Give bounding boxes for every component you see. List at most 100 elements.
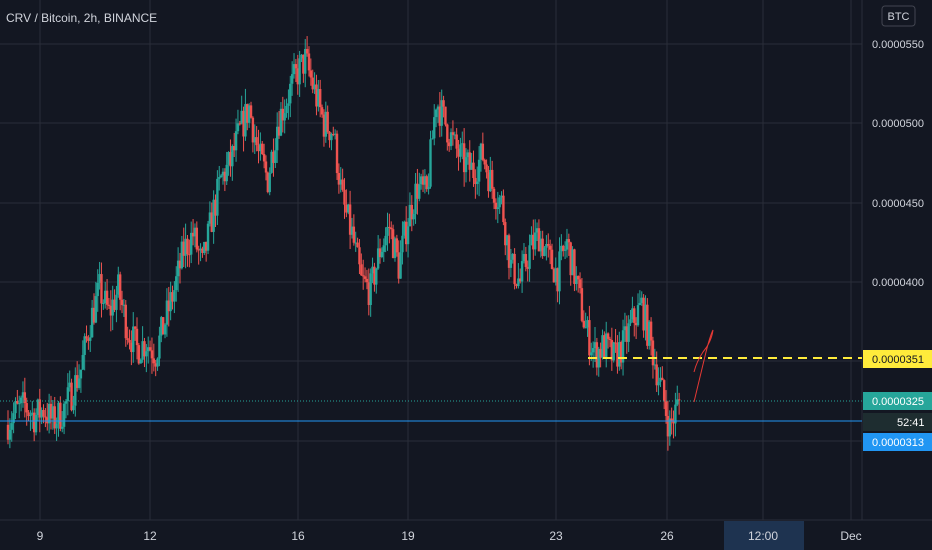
candle-body (543, 247, 546, 256)
candle-body (74, 375, 77, 406)
candle-body (206, 223, 210, 251)
candle-body (261, 143, 264, 155)
candle-body (240, 110, 243, 124)
candle-body (380, 251, 384, 258)
candle-body (31, 412, 34, 415)
candle-body (218, 177, 221, 179)
candle-body (40, 410, 43, 418)
candle-body (311, 77, 314, 90)
candle-body (677, 399, 681, 401)
candle-body (552, 268, 556, 283)
candle-body (633, 308, 636, 323)
candle-body (208, 212, 212, 224)
candle-body (487, 172, 490, 192)
candle-body (360, 264, 363, 276)
candle-body (343, 189, 346, 205)
candle-body (419, 176, 423, 185)
candle-body (646, 304, 649, 346)
candle-body (490, 169, 494, 189)
candle-body (234, 131, 238, 151)
candle-body (616, 343, 619, 367)
hand-drawn-sketch[interactable] (693, 329, 714, 403)
candle-body (169, 292, 172, 312)
candle-body (223, 171, 227, 182)
candle-body (221, 171, 225, 176)
candle-body (57, 402, 60, 424)
candle-body (276, 126, 279, 151)
candle-body (167, 300, 170, 312)
candle-body (590, 352, 593, 356)
candle-body (156, 358, 159, 367)
candle-body (6, 424, 10, 440)
candle-body (631, 308, 634, 320)
candle-body (511, 253, 514, 260)
countdown-label-box (863, 413, 932, 431)
candle-body (576, 275, 580, 280)
candle-body (513, 253, 516, 285)
candle-body (532, 234, 535, 250)
candle-body (498, 197, 501, 208)
time-tick-9: 9 (37, 529, 44, 543)
candle-body (386, 226, 389, 236)
candle-body (584, 327, 587, 329)
candle-body (634, 322, 638, 326)
candle-body (18, 403, 21, 405)
candle-body (137, 345, 141, 364)
candle-body (519, 278, 522, 282)
chart-title: CRV / Bitcoin, 2h, BINANCE (6, 11, 157, 25)
candle-body (147, 347, 150, 352)
candle-body (629, 319, 632, 324)
price-tick-550: 0.0000550 (872, 39, 924, 51)
time-tick-23: 23 (549, 529, 563, 543)
candle-body (636, 305, 640, 326)
candle-body (504, 222, 507, 246)
candle-body (104, 290, 107, 304)
candle-body (573, 249, 576, 284)
candle-body (403, 221, 406, 236)
candle-body (70, 382, 73, 411)
candle-body (335, 133, 339, 174)
candle-body (455, 134, 458, 149)
candle-body (333, 133, 337, 135)
candle-body (34, 414, 38, 433)
candle-body (328, 131, 331, 141)
candle-body (674, 404, 677, 424)
candle-body (128, 339, 131, 343)
candle-body (203, 241, 206, 253)
candle-body (193, 227, 197, 237)
candle-body (433, 117, 436, 139)
candle-body (227, 152, 230, 165)
candle-body (161, 317, 165, 335)
candle-body (369, 273, 372, 306)
candle-body (139, 359, 142, 364)
candle-body (442, 100, 445, 107)
candle-body (178, 260, 182, 269)
candle-body (562, 245, 565, 251)
candle-body (233, 146, 236, 151)
candle-body (401, 235, 404, 253)
candle-body (586, 320, 589, 328)
candle-body (354, 242, 357, 244)
candle-body (120, 299, 124, 306)
candle-body (259, 143, 262, 152)
candle-body (515, 284, 518, 287)
candle-body (272, 151, 275, 163)
candle-body (175, 276, 178, 291)
candle-body (345, 204, 348, 213)
candle-body (388, 226, 391, 228)
time-tick-dec: Dec (840, 529, 861, 543)
candle-body (644, 304, 647, 331)
candle-body (619, 342, 623, 363)
currency-badge-box[interactable] (881, 5, 916, 27)
candle-body (124, 304, 127, 339)
candle-body (42, 410, 45, 417)
candle-body (565, 239, 569, 250)
candle-body (283, 113, 286, 121)
currency-badge[interactable]: BTC (888, 11, 910, 23)
candle-body (376, 248, 380, 269)
candle-body (347, 204, 350, 213)
candle-body (533, 232, 537, 250)
candle-body (317, 88, 320, 107)
candle-body (152, 358, 156, 364)
